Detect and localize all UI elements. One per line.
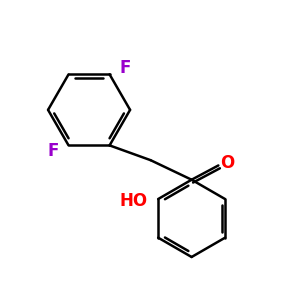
Text: O: O — [220, 154, 234, 172]
Text: HO: HO — [120, 192, 148, 210]
Text: F: F — [119, 59, 130, 77]
Text: F: F — [48, 142, 59, 160]
